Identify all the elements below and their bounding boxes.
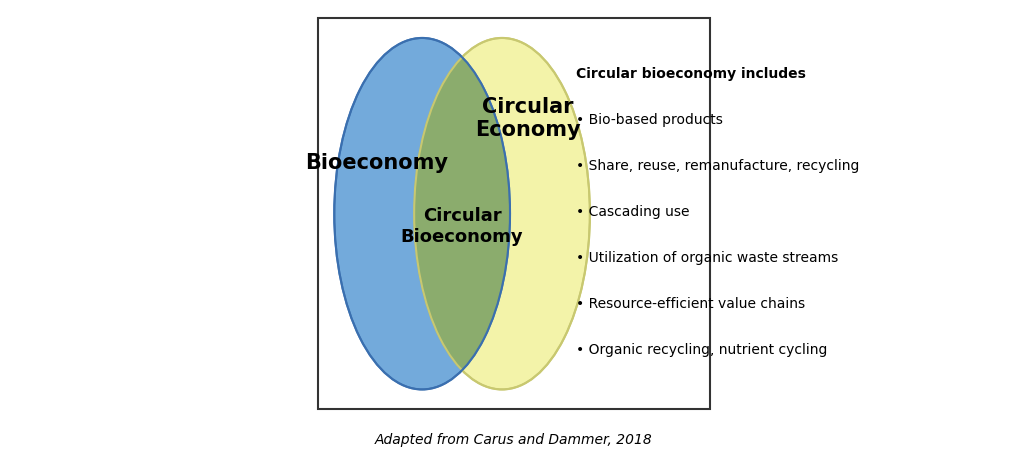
Text: Circular
Economy: Circular Economy xyxy=(475,97,581,140)
Ellipse shape xyxy=(334,39,510,390)
Text: • Resource-efficient value chains: • Resource-efficient value chains xyxy=(576,296,805,310)
Text: • Cascading use: • Cascading use xyxy=(576,204,690,218)
Ellipse shape xyxy=(414,39,590,390)
Text: • Organic recycling, nutrient cycling: • Organic recycling, nutrient cycling xyxy=(576,342,828,356)
Text: Circular bioeconomy includes: Circular bioeconomy includes xyxy=(576,67,806,81)
Text: Adapted from Carus and Dammer, 2018: Adapted from Carus and Dammer, 2018 xyxy=(375,433,653,446)
Ellipse shape xyxy=(334,39,510,390)
Text: • Bio-based products: • Bio-based products xyxy=(576,113,723,127)
Text: Circular
Bioeconomy: Circular Bioeconomy xyxy=(401,207,523,245)
Text: Bioeconomy: Bioeconomy xyxy=(304,152,448,172)
Text: • Share, reuse, remanufacture, recycling: • Share, reuse, remanufacture, recycling xyxy=(576,158,859,172)
Text: • Utilization of organic waste streams: • Utilization of organic waste streams xyxy=(576,250,838,264)
Ellipse shape xyxy=(414,39,590,390)
